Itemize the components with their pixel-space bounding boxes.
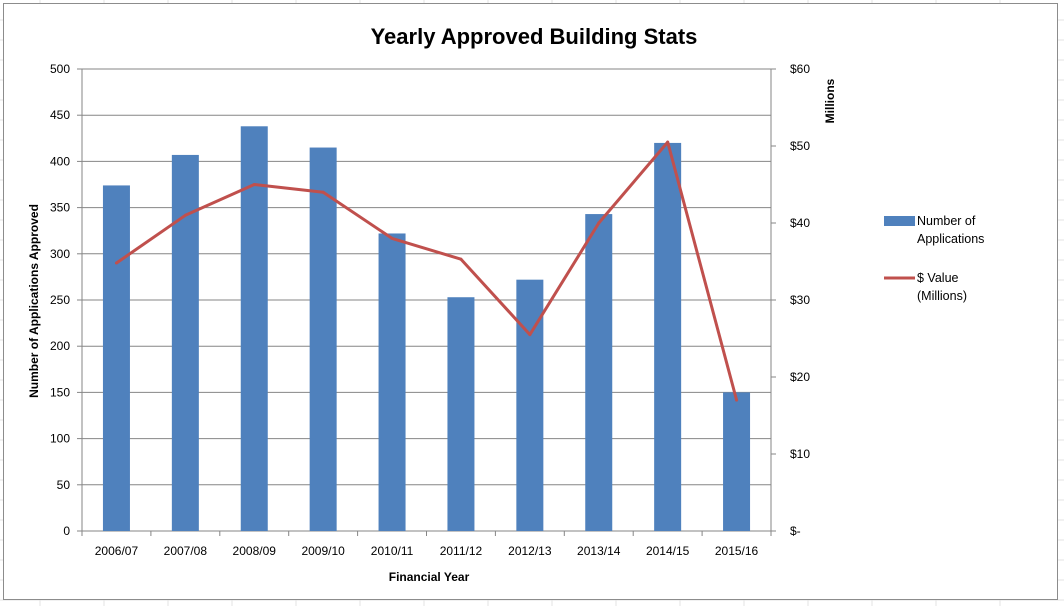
y-tick-label: 500 — [50, 62, 70, 76]
y2-tick-label: $- — [790, 524, 801, 538]
y-tick-label: 0 — [63, 524, 70, 538]
chart-title: Yearly Approved Building Stats — [371, 24, 698, 49]
y-tick-label: 150 — [50, 385, 70, 399]
bar — [723, 392, 751, 531]
bar — [171, 154, 199, 531]
y2-tick-label: $40 — [790, 216, 810, 230]
y-tick-label: 200 — [50, 339, 70, 353]
bar — [102, 185, 130, 531]
y-tick-label: 350 — [50, 201, 70, 215]
y-tick-label: 250 — [50, 293, 70, 307]
line-point — [183, 213, 187, 217]
x-tick-label: 2011/12 — [440, 544, 483, 558]
secondary-y-axis-title: Millions — [823, 78, 837, 123]
line-point — [597, 221, 601, 225]
x-tick-label: 2010/11 — [371, 544, 414, 558]
line-point — [390, 236, 394, 240]
line-point — [528, 333, 532, 337]
y-tick-label: 300 — [50, 247, 70, 261]
line-point — [735, 398, 739, 402]
bar — [585, 214, 613, 531]
legend-label: Number of — [917, 214, 976, 228]
y2-tick-label: $20 — [790, 370, 810, 384]
x-tick-label: 2009/10 — [301, 544, 345, 558]
y2-tick-label: $10 — [790, 447, 810, 461]
line-point — [114, 261, 118, 265]
line-point — [666, 140, 670, 144]
bar — [378, 233, 406, 532]
x-tick-label: 2006/07 — [95, 544, 139, 558]
x-tick-label: 2014/15 — [646, 544, 690, 558]
line-point — [459, 257, 463, 261]
combo-chart: Yearly Approved Building Stats Financial… — [27, 24, 984, 584]
y2-tick-label: $50 — [790, 139, 810, 153]
y-tick-label: 450 — [50, 108, 70, 122]
plot-area: 0 50 100 150 200 250 300 350 400 450 500 $- $10 $20 $3… — [50, 62, 810, 558]
bar — [309, 147, 337, 532]
x-tick-label: 2015/16 — [715, 544, 759, 558]
chart-frame[interactable]: Yearly Approved Building Stats Financial… — [3, 3, 1058, 600]
x-tick-label: 2013/14 — [577, 544, 621, 558]
x-tick-label: 2007/08 — [164, 544, 208, 558]
y-tick-label: 100 — [50, 432, 70, 446]
bar — [654, 142, 682, 532]
x-tick-label: 2008/09 — [233, 544, 277, 558]
y2-tick-label: $30 — [790, 293, 810, 307]
y-tick-label: 400 — [50, 154, 70, 168]
bar — [447, 297, 475, 531]
x-tick-label: 2012/13 — [508, 544, 552, 558]
legend-label: $ Value — [917, 271, 959, 285]
y-tick-label: 50 — [57, 478, 71, 492]
line-point — [252, 183, 256, 186]
legend-label: Applications — [917, 232, 984, 246]
x-axis-title: Financial Year — [389, 570, 470, 584]
series-line — [115, 140, 739, 401]
y-axis-title: Number of Applications Approved — [27, 204, 41, 398]
y2-tick-label: $60 — [790, 62, 810, 76]
bar — [240, 126, 268, 532]
legend-swatch-bar — [884, 216, 915, 226]
legend: Number of Applications $ Value (Millions) — [884, 214, 984, 303]
legend-label: (Millions) — [917, 289, 967, 303]
line-point — [321, 190, 325, 194]
